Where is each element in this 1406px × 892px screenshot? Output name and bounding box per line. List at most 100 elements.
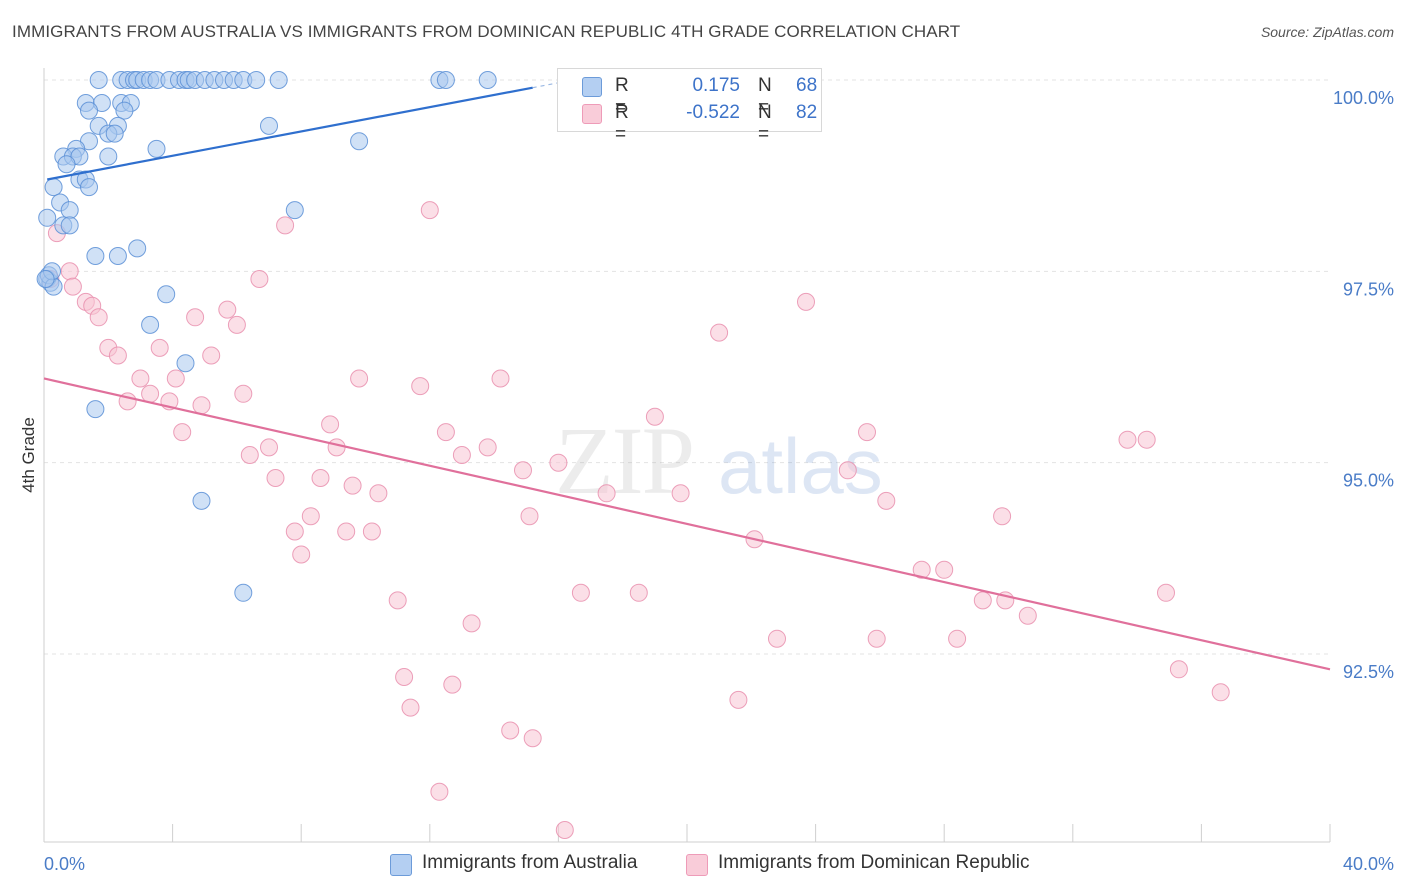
dominican-point [858, 423, 876, 442]
dominican-point [173, 423, 192, 442]
dominican-point [395, 668, 414, 686]
dominican-point [501, 721, 520, 740]
australia-point [38, 208, 57, 227]
dominican-point [1018, 606, 1037, 625]
dominican-point [420, 201, 439, 220]
watermark-atlas: atlas [718, 422, 883, 510]
legend-n-label: N = [758, 102, 772, 145]
australia-point [89, 71, 108, 89]
dominican-point [89, 308, 108, 327]
australia-trend-line [47, 86, 533, 181]
dominican-point [343, 476, 362, 495]
dominican-point [436, 423, 455, 442]
dominican-point [1157, 583, 1175, 602]
australia-point [176, 354, 195, 373]
dominican-point [218, 300, 237, 319]
legend-r-value: -0.522 [686, 102, 740, 123]
australia-point [60, 201, 79, 220]
x-tick-label-min: 0.0% [44, 854, 85, 874]
dominican-point [555, 821, 574, 839]
dominican-point [186, 308, 205, 327]
australia-point [141, 315, 160, 334]
australia-point [105, 124, 124, 143]
legend-swatch-dominican [582, 104, 602, 124]
australia-point [285, 201, 304, 220]
dominican-point [166, 369, 185, 388]
dominican-point [1169, 660, 1188, 679]
chart-title: IMMIGRANTS FROM AUSTRALIA VS IMMIGRANTS … [12, 22, 961, 41]
dominican-point [327, 438, 346, 457]
dominican-point [948, 629, 967, 648]
dominican-point [150, 338, 169, 357]
dominican-point [411, 377, 430, 396]
dominican-point [250, 270, 269, 288]
australia-point [86, 247, 105, 265]
dominican-point [234, 384, 253, 403]
australia-point [192, 491, 211, 510]
dominican-point [60, 262, 79, 281]
dominican-point [935, 560, 954, 579]
y-tick-label: 92.5% [1343, 662, 1394, 682]
dominican-point [192, 396, 211, 415]
bottom-legend-label: Immigrants from Australia [422, 852, 638, 873]
australia-point [115, 101, 134, 120]
dominican-point [729, 690, 748, 709]
dominican-point [1211, 683, 1230, 702]
australia-point [36, 270, 55, 288]
dominican-point [645, 407, 664, 426]
dominican-point [520, 507, 539, 526]
dominican-point [1137, 430, 1156, 449]
australia-trend-extension [532, 80, 569, 89]
australia-point [234, 583, 253, 602]
australia-point [44, 178, 63, 197]
australia-point [80, 101, 98, 120]
australia-point [436, 71, 455, 89]
dominican-point [993, 507, 1012, 526]
dominican-trend-line [43, 377, 1331, 671]
dominican-point [597, 484, 616, 503]
trend-lines [43, 80, 1331, 671]
dominican-point [768, 629, 786, 648]
dominican-point [867, 629, 886, 648]
australia-point [478, 71, 497, 89]
dominican-point [838, 461, 857, 480]
dominican-point [629, 583, 648, 602]
legend-n-label: N = [758, 75, 772, 118]
legend-n-value: 82 [796, 102, 818, 123]
dominican-point [285, 522, 304, 541]
australia-point [147, 139, 166, 158]
dominican-point [797, 292, 815, 311]
australia-point [247, 71, 266, 89]
dominican-point [131, 369, 150, 388]
dominican-point [369, 484, 388, 503]
australia-point [108, 247, 127, 265]
legend-swatch-australia [582, 77, 602, 97]
dominican-point [311, 469, 330, 487]
australia-point [57, 155, 76, 174]
legend-r-value: 0.175 [692, 75, 740, 96]
dominican-point [276, 216, 295, 235]
dominican-point [430, 782, 449, 801]
bottom-legend-label: Immigrants from Dominican Republic [718, 852, 1030, 873]
y-tick-label: 97.5% [1343, 279, 1394, 299]
dominican-point [973, 591, 992, 610]
dominican-point [877, 491, 896, 510]
australia-point [128, 239, 147, 258]
dominican-point [350, 369, 369, 388]
legend-n-value: 68 [796, 75, 818, 96]
legend-r-label: R = [615, 75, 629, 118]
y-axis-title: 4th Grade [19, 417, 38, 493]
dominican-point [912, 560, 931, 579]
dominican-point [63, 277, 82, 296]
dominican-point [301, 507, 320, 526]
dominican-point [240, 446, 259, 464]
dominican-point [266, 469, 285, 487]
dominican-point [292, 545, 311, 564]
correlation-legend: R = 0.175 N = 68 R = -0.522 N = 82 [557, 68, 822, 145]
dominican-point [388, 591, 407, 610]
dominican-point [108, 346, 127, 365]
dominican-point [462, 614, 481, 633]
y-tick-label: 100.0% [1333, 88, 1394, 108]
dominican-point [1118, 430, 1137, 449]
dominican-point [443, 675, 462, 694]
